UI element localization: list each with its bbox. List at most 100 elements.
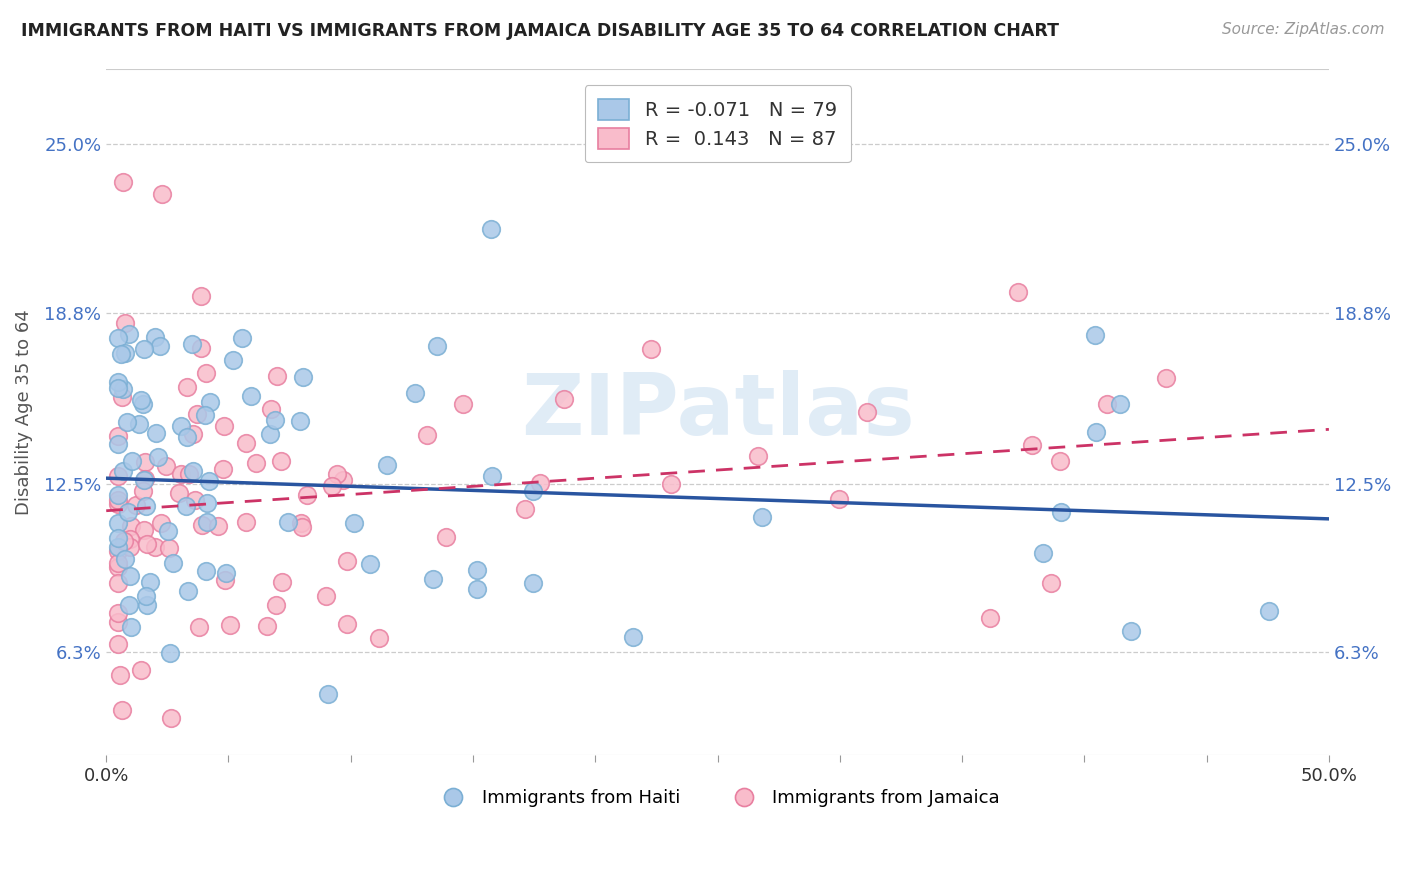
Point — [117, 505, 139, 519]
Point — [190, 288, 212, 302]
Point — [181, 463, 204, 477]
Point — [553, 392, 575, 406]
Point — [112, 534, 135, 549]
Point — [134, 524, 156, 538]
Point — [266, 369, 288, 384]
Point — [522, 484, 544, 499]
Point — [135, 500, 157, 514]
Point — [640, 343, 662, 357]
Point — [522, 576, 544, 591]
Point — [1050, 505, 1073, 519]
Point — [143, 330, 166, 344]
Point — [194, 408, 217, 422]
Point — [198, 474, 221, 488]
Point — [110, 390, 132, 404]
Point — [336, 554, 359, 568]
Point — [214, 573, 236, 587]
Point — [136, 598, 159, 612]
Point — [1095, 397, 1118, 411]
Point — [336, 616, 359, 631]
Point — [1021, 438, 1043, 452]
Point — [529, 476, 551, 491]
Point — [128, 417, 150, 431]
Point — [111, 703, 134, 717]
Point — [149, 339, 172, 353]
Point — [121, 454, 143, 468]
Point — [343, 516, 366, 531]
Point — [179, 467, 201, 482]
Point — [1007, 285, 1029, 299]
Point — [125, 498, 148, 512]
Point — [107, 637, 129, 651]
Point — [1085, 425, 1108, 439]
Point — [120, 519, 142, 533]
Point — [467, 563, 489, 577]
Point — [434, 530, 457, 544]
Point — [114, 346, 136, 360]
Point — [1258, 604, 1281, 618]
Point — [134, 455, 156, 469]
Point — [143, 540, 166, 554]
Point — [513, 501, 536, 516]
Point — [155, 459, 177, 474]
Legend: Immigrants from Haiti, Immigrants from Jamaica: Immigrants from Haiti, Immigrants from J… — [427, 782, 1007, 814]
Point — [134, 342, 156, 356]
Point — [146, 450, 169, 464]
Point — [107, 375, 129, 389]
Point — [195, 564, 218, 578]
Point — [260, 401, 283, 416]
Point — [107, 540, 129, 554]
Point — [481, 469, 503, 483]
Point — [270, 574, 292, 589]
Point — [131, 397, 153, 411]
Point — [200, 395, 222, 409]
Point — [1154, 371, 1177, 385]
Point — [131, 663, 153, 677]
Point — [359, 558, 381, 572]
Point — [107, 543, 129, 558]
Point — [115, 415, 138, 429]
Point — [107, 516, 129, 531]
Point — [332, 473, 354, 487]
Point — [136, 537, 159, 551]
Point — [159, 541, 181, 556]
Point — [375, 458, 398, 473]
Point — [828, 491, 851, 506]
Point — [295, 488, 318, 502]
Point — [107, 429, 129, 443]
Point — [240, 389, 263, 403]
Text: ZIPatlas: ZIPatlas — [520, 370, 914, 453]
Point — [264, 413, 287, 427]
Point — [326, 467, 349, 482]
Point — [114, 316, 136, 330]
Point — [195, 366, 218, 380]
Point — [231, 331, 253, 345]
Point — [134, 472, 156, 486]
Point — [212, 419, 235, 434]
Point — [157, 524, 180, 538]
Point — [110, 347, 132, 361]
Point — [479, 222, 502, 236]
Point — [621, 630, 644, 644]
Point — [222, 352, 245, 367]
Point — [1039, 575, 1062, 590]
Point — [118, 533, 141, 547]
Point — [183, 493, 205, 508]
Point — [129, 392, 152, 407]
Point — [107, 576, 129, 591]
Point — [107, 615, 129, 629]
Point — [291, 519, 314, 533]
Point — [176, 430, 198, 444]
Point — [162, 556, 184, 570]
Point — [107, 606, 129, 620]
Point — [235, 515, 257, 529]
Point — [979, 610, 1001, 624]
Point — [235, 436, 257, 450]
Point — [107, 531, 129, 545]
Point — [211, 462, 233, 476]
Point — [167, 485, 190, 500]
Point — [195, 496, 218, 510]
Point — [266, 598, 288, 612]
Point — [190, 341, 212, 355]
Point — [751, 510, 773, 524]
